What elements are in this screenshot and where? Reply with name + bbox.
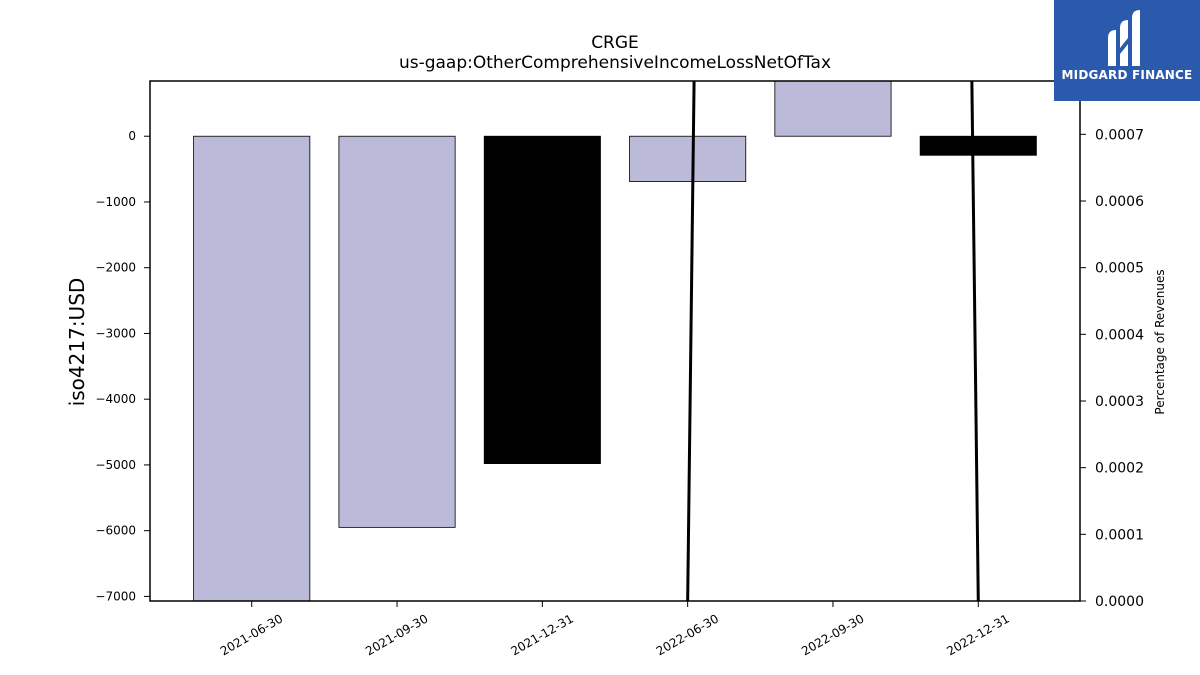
y-tick-label: −7000	[95, 589, 136, 603]
y2-tick-label: 0.0007	[1095, 127, 1144, 143]
bar-2021-09-30	[338, 135, 456, 528]
bar-2022-09-30	[774, 80, 892, 137]
y2-tick-label: 0.0003	[1095, 394, 1144, 410]
y2-tick-label: 0.0001	[1095, 527, 1144, 543]
logo-mark-icon	[1108, 10, 1140, 66]
y-axis-ticks: 0 −1000 −2000 −3000 −4000 −5000 −6000 −7000	[95, 129, 150, 603]
y2-tick-label: 0.0006	[1095, 194, 1144, 210]
bar-2021-06-30	[193, 135, 311, 602]
y-tick-label: −3000	[95, 326, 136, 340]
bars-group	[193, 80, 1037, 602]
y-tick-label: −1000	[95, 195, 136, 209]
y-tick-label: −6000	[95, 524, 136, 538]
bar-2021-12-31	[483, 135, 601, 465]
x-tick-label: 2022-12-31	[944, 611, 1011, 658]
x-tick-label: 2022-09-30	[799, 611, 866, 658]
y-tick-label: 0	[128, 129, 136, 143]
x-axis-ticks: 2021-06-30 2021-09-30 2021-12-31 2022-06-30…	[218, 601, 1012, 658]
y-tick-label: −2000	[95, 261, 136, 275]
logo-text: MIDGARD FINANCE	[1061, 68, 1193, 82]
line-segment-2022-12-31	[970, 81, 980, 601]
y2-tick-label: 0.0005	[1095, 261, 1144, 277]
y2-tick-label: 0.0004	[1095, 327, 1144, 343]
x-tick-label: 2021-12-31	[508, 611, 575, 658]
midgard-finance-logo: MIDGARD FINANCE	[1054, 0, 1200, 101]
bar-2022-12-31	[919, 135, 1037, 156]
y-tick-label: −4000	[95, 392, 136, 406]
bar-2022-06-30	[629, 135, 747, 182]
plot-frame	[149, 80, 1081, 602]
y2-tick-label: 0.0002	[1095, 461, 1144, 477]
chart-subtitle: us-gaap:OtherComprehensiveIncomeLossNetO…	[399, 53, 831, 73]
y-tick-label: −5000	[95, 458, 136, 472]
x-tick-label: 2022-06-30	[654, 611, 721, 658]
y2-axis-label: Percentage of Revenues	[1153, 269, 1167, 414]
y-axis-label: iso4217:USD	[65, 278, 89, 407]
line-series-group	[686, 81, 980, 601]
y2-tick-label: 0.0000	[1095, 594, 1144, 610]
y2-axis-ticks: 0.0000 0.0001 0.0002 0.0003 0.0004 0.0005 0.00…	[1080, 127, 1144, 610]
plot-border	[149, 80, 1081, 602]
chart-title: CRGE	[591, 33, 639, 53]
x-tick-label: 2021-09-30	[363, 611, 430, 658]
line-segment-2022-06-30	[686, 81, 696, 601]
x-tick-label: 2021-06-30	[218, 611, 285, 658]
